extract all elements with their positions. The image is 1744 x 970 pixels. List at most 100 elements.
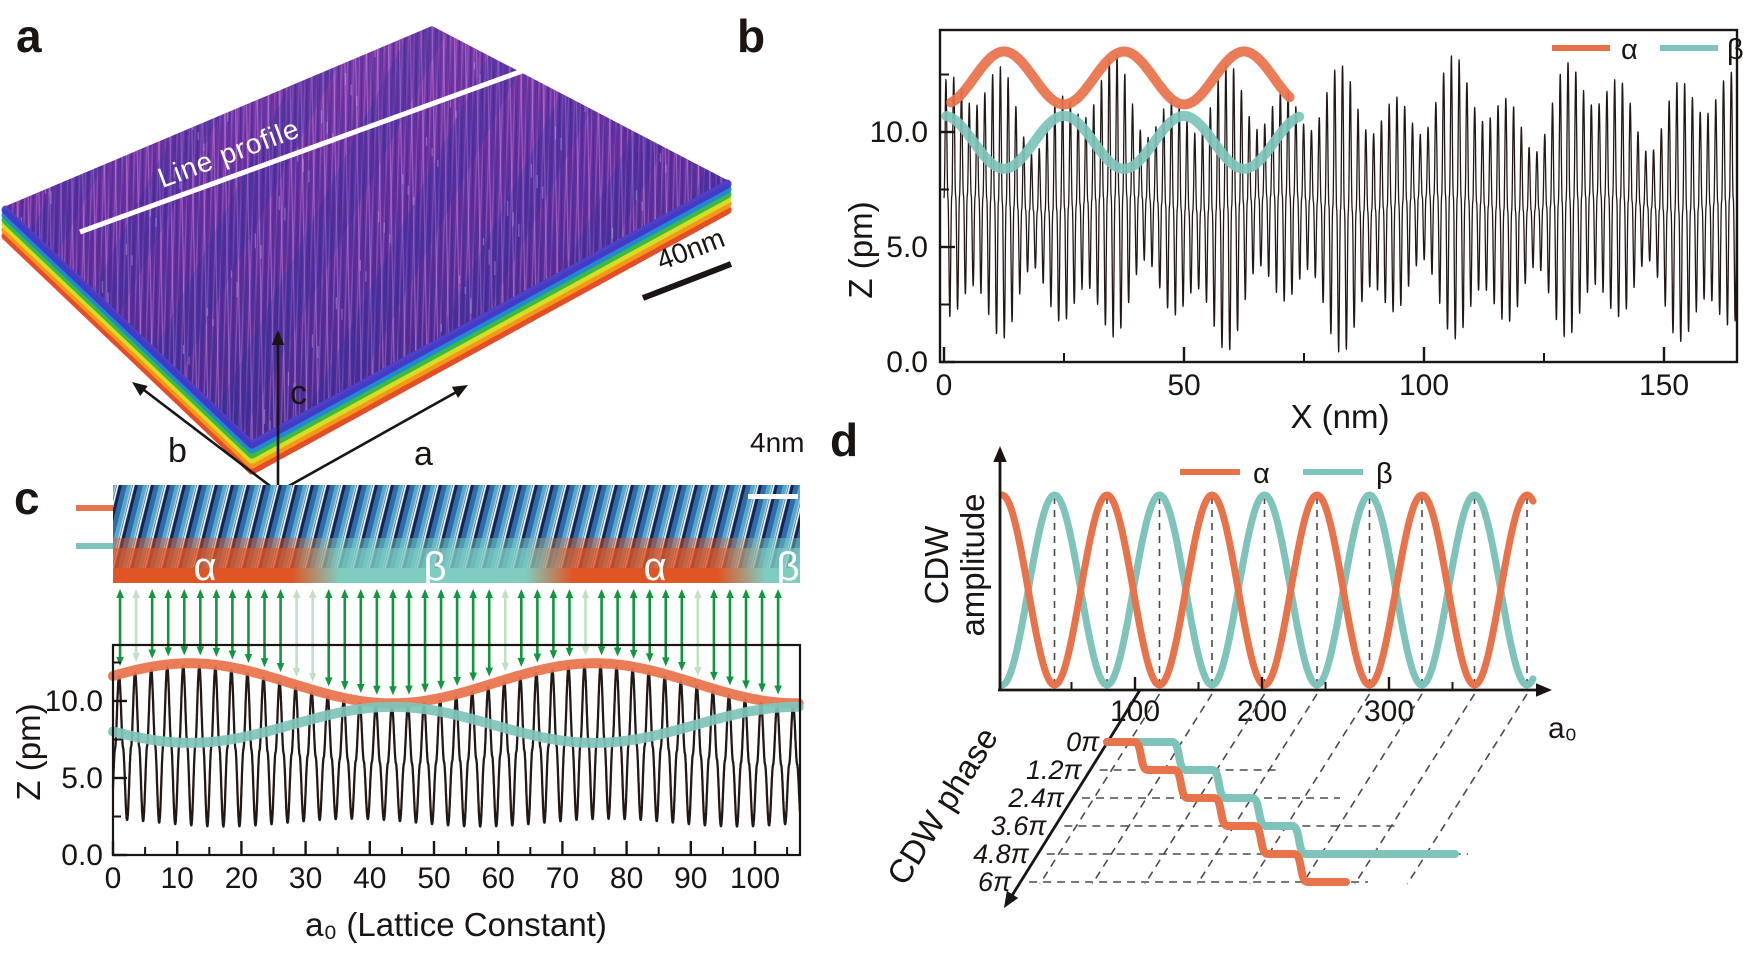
registry-arrowhead-up — [389, 589, 397, 598]
sparkle-tick — [644, 366, 647, 377]
panel-b-ytick-label: 5.0 — [886, 231, 928, 264]
panel-b-xtick-label: 0 — [936, 369, 953, 402]
registry-arrow — [324, 589, 333, 687]
registry-arrow — [389, 589, 397, 696]
registry-arrowhead-down — [613, 647, 622, 657]
registry-arrowhead-up — [373, 589, 381, 598]
sparkle-tick — [674, 340, 676, 349]
sparkle-tick — [521, 387, 523, 402]
sparkle-tick — [518, 223, 520, 237]
panel-d-phase-axis-line — [1006, 689, 1142, 903]
registry-arrow — [694, 589, 702, 676]
registry-arrowhead-up — [421, 589, 429, 598]
panel-c-strip-and-plot: c α β 4nm α β α β 0.0 5.0 10.0 0 10 20 30 40 50 60 70 8… — [10, 427, 804, 943]
sparkle-tick — [284, 207, 286, 221]
panel-d-xaxis-arrowhead — [1536, 683, 1552, 697]
sparkle-tick — [245, 57, 247, 73]
sparkle-tick — [626, 414, 628, 425]
registry-arrow — [678, 589, 686, 672]
axis-c-label: c — [290, 374, 307, 412]
registry-arrowhead-up — [116, 589, 124, 598]
sparkle-tick — [431, 148, 433, 157]
panel-c-xtick-label: 80 — [610, 862, 643, 895]
panel-b-ytick-label: 0.0 — [886, 346, 928, 379]
panel-c-strip-domain-label: β — [423, 545, 446, 589]
registry-arrow — [116, 589, 124, 666]
sparkle-tick — [11, 41, 13, 57]
sparkle-tick — [227, 106, 229, 122]
panel-d-ylabel-line2: amplitude — [954, 493, 991, 636]
registry-arrow — [726, 589, 734, 686]
panel-d-legend-beta-label: β — [1376, 458, 1393, 490]
panel-d-phase-axis-arrowhead — [1004, 890, 1019, 908]
registry-arrowhead-up — [164, 589, 172, 598]
panel-c-xtick-label: 90 — [674, 862, 707, 895]
scalebar-4nm-label: 4nm — [750, 427, 804, 458]
registry-arrowhead-up — [405, 589, 413, 598]
registry-arrow — [453, 589, 461, 686]
registry-arrowhead-down — [196, 646, 205, 656]
registry-arrow — [629, 589, 638, 659]
registry-arrowhead-up — [228, 589, 237, 598]
stm-surface-texture2 — [6, 26, 727, 440]
panel-c-band-fade — [113, 538, 800, 548]
sparkle-tick — [149, 206, 152, 217]
registry-arrowhead-up — [357, 589, 365, 598]
registry-arrowhead-down — [597, 646, 606, 656]
registry-arrowhead-down — [678, 662, 686, 672]
registry-arrowhead-down — [549, 650, 558, 660]
registry-arrow — [276, 589, 285, 673]
sparkle-tick — [197, 132, 199, 141]
sparkle-tick — [344, 72, 347, 85]
panel-d-alpha-wave — [998, 491, 1537, 689]
registry-arrowhead-up — [132, 589, 140, 598]
sparkle-tick — [632, 426, 634, 436]
panel-d-label: d — [830, 414, 858, 466]
panel-d-xtick-label: 300 — [1364, 695, 1414, 728]
registry-arrowhead-up — [565, 589, 574, 598]
registry-arrow — [758, 589, 766, 693]
scalebar-4nm-line — [748, 494, 798, 499]
registry-arrowhead-down — [292, 667, 301, 677]
sparkle-tick — [29, 392, 32, 408]
sparkle-tick — [350, 84, 352, 96]
panel-c-xtick-label: 0 — [105, 862, 122, 895]
sparkle-tick — [635, 190, 638, 201]
panel-d-phase-tick-label: 4.8π — [973, 839, 1030, 869]
registry-arrowhead-up — [613, 589, 622, 598]
registry-arrowhead-down — [694, 666, 702, 676]
panel-c-ylabel: Z (pm) — [10, 703, 47, 800]
registry-arrow — [549, 589, 558, 660]
sparkle-tick — [470, 298, 472, 314]
sparkle-tick — [713, 90, 715, 106]
sparkle-tick — [665, 164, 667, 173]
panel-d-phase-tick-label: 3.6π — [991, 811, 1048, 841]
sparkle-tick — [215, 83, 218, 92]
registry-arrowhead-down — [774, 685, 782, 695]
registry-arrowhead-up — [645, 589, 654, 598]
registry-arrowhead-up — [774, 589, 782, 598]
panel-d-xlabel: a₀ — [1548, 712, 1577, 745]
registry-arrow — [244, 589, 253, 663]
registry-arrowhead-up — [469, 589, 477, 598]
sparkle-tick — [140, 30, 142, 41]
cdw-band — [168, 26, 490, 440]
sparkle-tick — [110, 56, 113, 69]
sparkle-tick — [554, 126, 557, 140]
registry-arrowhead-down — [501, 662, 510, 672]
line-profile-arrow-shaft — [79, 63, 537, 235]
sparkle-tick — [146, 42, 148, 52]
panel-c-plot-box — [111, 643, 802, 857]
sparkle-tick — [530, 163, 533, 178]
registry-arrowhead-up — [260, 589, 269, 598]
sparkle-tick — [437, 159, 439, 167]
panel-c-xtick-label: 30 — [289, 862, 322, 895]
registry-arrowhead-up — [710, 589, 718, 598]
sparkle-tick — [308, 170, 310, 183]
registry-arrowhead-down — [276, 663, 285, 673]
axis-a-label: a — [414, 435, 433, 473]
sparkle-tick — [374, 47, 376, 58]
registry-arrowhead-up — [517, 589, 526, 598]
sparkle-tick — [107, 292, 109, 304]
